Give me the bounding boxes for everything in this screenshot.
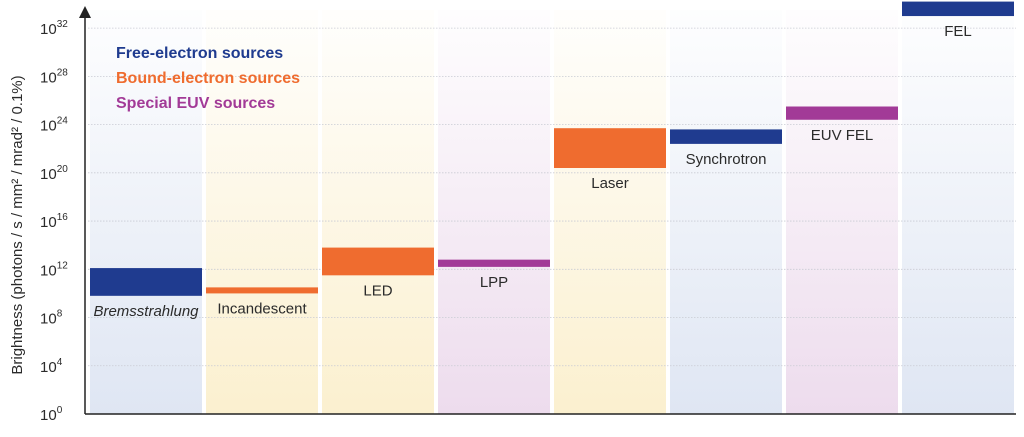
legend-entry: Bound-electron sources [116,70,300,87]
column-background [902,10,1014,414]
y-tick-label: 104 [40,357,63,376]
category-label: LED [363,282,392,299]
y-tick-label: 1012 [40,260,68,279]
y-tick-label: 1016 [40,212,68,231]
category-label: EUV FEL [811,127,874,144]
category-label: FEL [944,23,972,40]
bar-laser [554,128,666,168]
column-background [322,10,434,414]
category-label: Synchrotron [686,151,767,168]
y-tick-label: 108 [40,309,63,328]
legend-entry: Free-electron sources [116,45,283,62]
y-tick-label: 1020 [40,164,68,183]
column-background [90,10,202,414]
column-background [786,10,898,414]
column-background [206,10,318,414]
legend-entry: Special EUV sources [116,95,275,112]
range-bars [90,1,1014,296]
bar-euv-fel [786,106,898,120]
category-label: Bremsstrahlung [93,303,199,320]
category-labels: Bremsstrahlung Incandescent LED LPP Laser Syn… [93,23,971,320]
bar-synchrotron [670,129,782,144]
column-background [670,10,782,414]
y-tick-labels: 100 104 108 1012 1016 1020 1024 1028 1032 [40,19,68,424]
column-background [438,10,550,414]
y-tick-label: 100 [40,405,63,424]
bar-fel [902,1,1014,17]
y-tick-label: 1032 [40,19,68,38]
bar-led [322,247,434,276]
legend: Free-electron sources Bound-electron sour… [116,45,300,112]
y-tick-label: 1028 [40,67,68,86]
category-label: Incandescent [217,300,307,317]
column-background [554,10,666,414]
bar-bremsstrahlung [90,268,202,296]
y-axis-arrow [79,6,91,18]
bar-incandescent [206,287,318,294]
y-tick-label: 1024 [40,116,68,135]
bar-lpp [438,259,550,267]
category-columns [90,10,1014,414]
y-axis-label: Brightness (photons / s / mm² / mrad² / … [9,75,26,374]
category-label: Laser [591,175,629,192]
axes [79,6,1016,415]
category-label: LPP [480,274,508,291]
